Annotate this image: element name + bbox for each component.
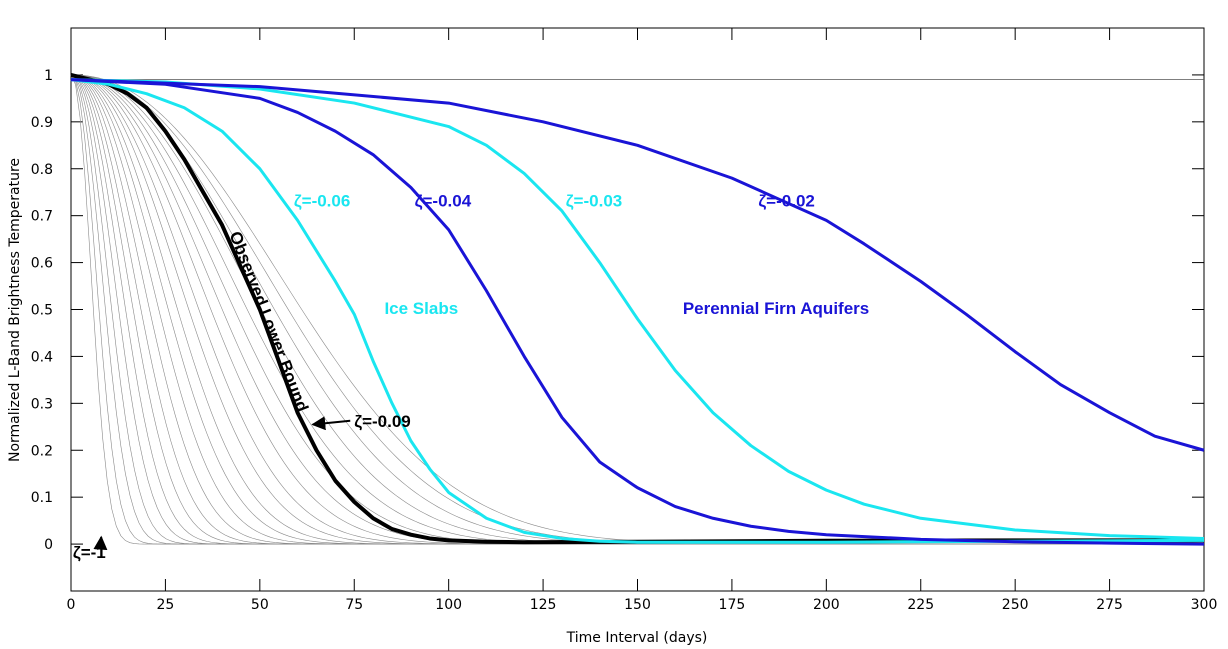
x-tick-label: 75 [345, 597, 363, 613]
x-tick-label: 150 [624, 597, 651, 613]
gray-curve [70, 74, 1204, 545]
annotation-label: ζ=-0.03 [566, 191, 623, 210]
x-tick-label: 50 [251, 597, 269, 613]
y-tick-label: 0.9 [31, 115, 53, 131]
x-tick-label: 100 [435, 597, 462, 613]
x-tick-label: 0 [67, 597, 76, 613]
y-tick-label: 0.5 [31, 303, 53, 319]
plot-frame [70, 27, 1205, 592]
series-line [70, 72, 1204, 545]
highlighted-series [70, 72, 1205, 546]
x-tick-label: 125 [530, 597, 557, 613]
annotation-label: ζ=-0.06 [294, 191, 351, 210]
y-tick-label: 0.4 [31, 349, 53, 365]
x-tick-label: 225 [907, 597, 934, 613]
axis-tick-labels: 0 25 50 75 100 125 150 175 200 225 250 275 300 0 0.1 0.… [31, 68, 1218, 613]
y-axis-title: Normalized L-Band Brightness Temperature [7, 158, 23, 462]
x-axis-title: Time Interval (days) [566, 630, 708, 646]
y-tick-label: 0.1 [31, 490, 53, 506]
x-tick-label: 25 [157, 597, 175, 613]
series-line [70, 78, 1205, 544]
annotation-label: ζ=-1 [73, 543, 106, 562]
y-tick-label: 1 [44, 68, 53, 84]
series-line [70, 78, 1205, 540]
y-tick-label: 0.2 [31, 443, 53, 459]
annotation-label: Ice Slabs [384, 299, 458, 318]
x-tick-label: 175 [719, 597, 746, 613]
axis-ticks [70, 28, 1205, 591]
annotation-label: Observed Lower Bound [226, 229, 312, 415]
x-tick-label: 275 [1096, 597, 1123, 613]
x-tick-label: 250 [1002, 597, 1029, 613]
annotation-label: ζ=-0.04 [415, 191, 472, 210]
annotation-label: ζ=-0.02 [758, 191, 815, 210]
annotation-arrow [311, 416, 351, 431]
annotation-label: Perennial Firn Aquifers [683, 299, 869, 318]
series-line [70, 78, 1205, 452]
y-tick-label: 0.6 [31, 256, 53, 272]
series-line [70, 78, 1205, 546]
y-tick-label: 0.8 [31, 162, 53, 178]
annotation-label: ζ=-0.09 [354, 412, 411, 431]
y-tick-label: 0.3 [31, 396, 53, 412]
x-tick-label: 300 [1191, 597, 1218, 613]
y-tick-label: 0.7 [31, 209, 53, 225]
y-tick-label: 0 [44, 537, 53, 553]
x-tick-label: 200 [813, 597, 840, 613]
